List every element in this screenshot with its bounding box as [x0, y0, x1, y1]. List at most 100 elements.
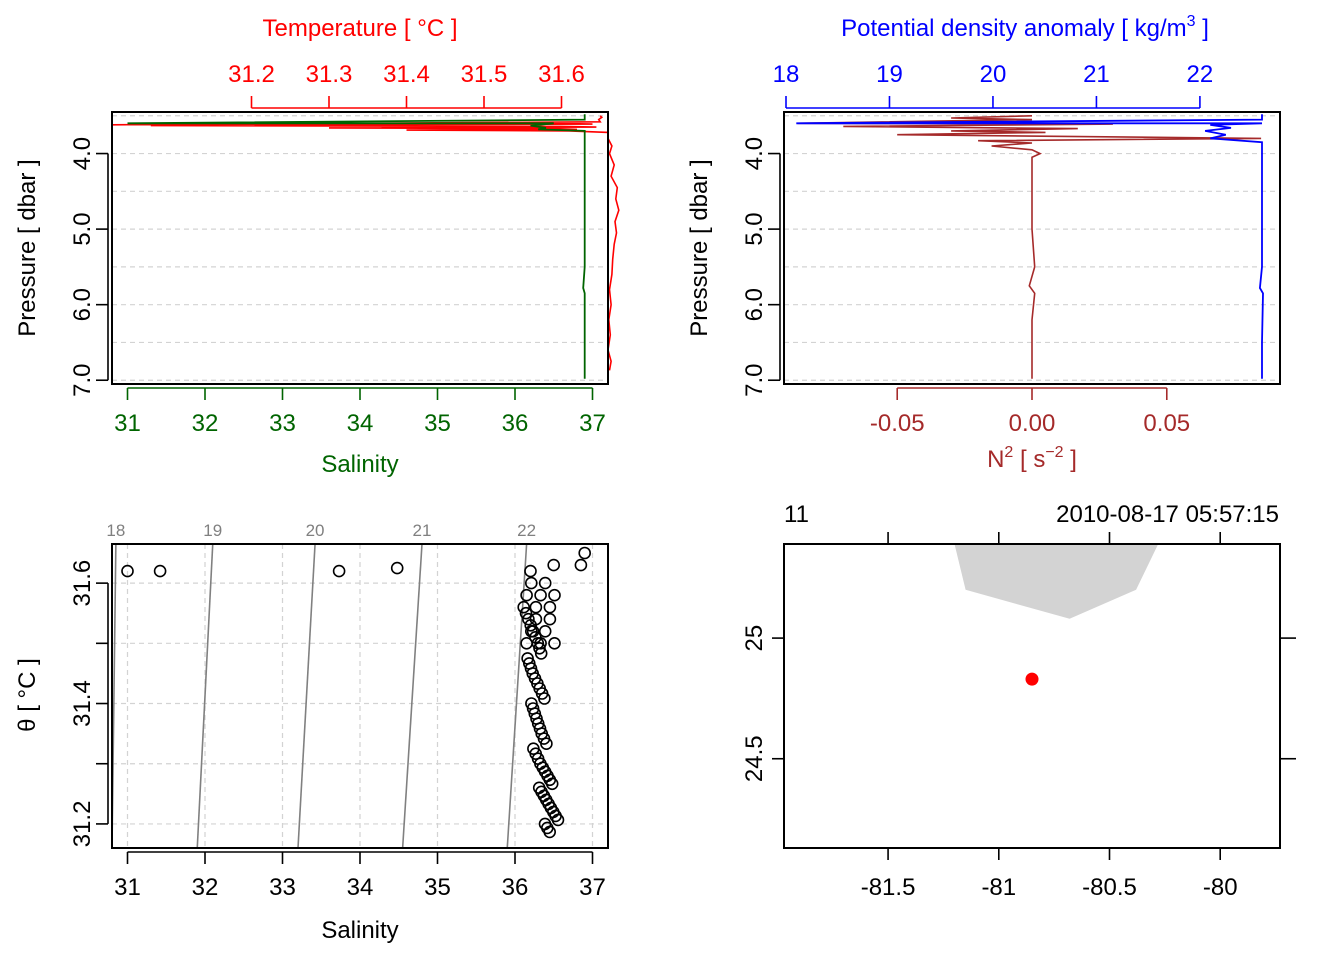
map-datetime: 2010-08-17 05:57:15 — [1056, 501, 1279, 528]
map-station — [1025, 672, 1039, 686]
panel2-bottom-tick-label: -0.05 — [870, 410, 925, 437]
map-lat-label: 24.5 — [741, 735, 768, 782]
isopycnal-line — [196, 543, 214, 849]
panel3-x-tick-label: 36 — [502, 874, 529, 901]
panel3-x-tick-label: 32 — [192, 874, 219, 901]
panel1-frame — [111, 111, 609, 385]
ts-point — [538, 692, 551, 705]
ts-point — [578, 546, 592, 560]
panel2-left-tick-label: 6.0 — [741, 288, 768, 321]
ts-outlier-point — [332, 564, 346, 578]
panel-ts-diagram: 18 19 20 21 22 31 32 33 34 35 36 37 31.2 31.4 31.6 Sa… — [14, 521, 609, 944]
ts-point — [543, 612, 557, 626]
ts-point — [534, 588, 547, 602]
ts-point — [529, 600, 543, 614]
panel2-y-axis-title: Pressure [ dbar ] — [686, 159, 713, 336]
panel1-bottom-tick-label: 37 — [579, 410, 606, 437]
ts-point — [574, 558, 588, 572]
panel2-top-title-main: Potential density anomaly [ kg/m — [841, 15, 1187, 42]
isopycnal-label: 20 — [306, 521, 325, 540]
panel3-x-tick-label: 31 — [114, 874, 141, 901]
ts-point — [548, 636, 561, 650]
station-marker — [1025, 672, 1039, 686]
n2-profile-line — [797, 115, 1262, 379]
salinity-profile-line — [127, 114, 586, 379]
map-lat-label: 25 — [741, 625, 768, 652]
map-lon-label: -80 — [1203, 874, 1238, 901]
ts-point — [538, 624, 552, 638]
map-land — [954, 544, 1159, 619]
ts-point — [534, 636, 547, 650]
panel1-left-tick-label: 4.0 — [69, 137, 96, 170]
ts-point — [551, 813, 565, 827]
panel2-top-tick-label: 21 — [1083, 61, 1110, 88]
panel1-top-tick-label: 31.2 — [228, 61, 275, 88]
panel1-top-tick-label: 31.5 — [461, 61, 508, 88]
ts-outlier-point — [153, 564, 167, 578]
panel1-y-axis-title: Pressure [ dbar ] — [14, 159, 41, 336]
ts-point — [519, 606, 533, 620]
panel1-bottom-tick-label: 31 — [114, 410, 141, 437]
map-station-id: 11 — [784, 501, 809, 528]
panel-station-map: 11 2010-08-17 05:57:15 -81.5 -81 -80.5 -80 2… — [741, 501, 1296, 901]
panel2-bottom-axis-title: N2 [ s−2 ] — [987, 444, 1077, 473]
ts-point — [524, 564, 537, 578]
panel2-bottom-title-sup2: −2 — [1045, 444, 1063, 461]
panel1-bottom-tick-label: 33 — [269, 410, 296, 437]
panel2-left-tick-label: 7.0 — [741, 364, 768, 397]
panel1-axes: 31 32 33 34 35 36 37 31.2 31.3 31.4 31.5 31.6 4.0 5.0… — [69, 61, 609, 437]
panel2-bottom-tick-label: 0.05 — [1143, 410, 1190, 437]
ts-point — [529, 612, 543, 626]
ts-point — [533, 641, 546, 655]
panel3-y-tick-label: 31.6 — [69, 560, 96, 607]
panel1-series — [111, 114, 620, 379]
panel3-y-axis-title: θ [ °C ] — [14, 658, 41, 732]
panel1-top-tick-label: 31.6 — [538, 61, 585, 88]
panel3-x-tick-label: 34 — [347, 874, 374, 901]
panel3-points — [121, 546, 592, 839]
map-lon-label: -81.5 — [861, 874, 916, 901]
isopycnal-line — [297, 543, 316, 849]
panel1-top-axis-title: Temperature [ °C ] — [263, 15, 458, 42]
panel3-frame — [111, 543, 609, 849]
panel2-top-tick-label: 18 — [773, 61, 800, 88]
ts-point — [543, 600, 557, 614]
panel1-bottom-tick-label: 34 — [347, 410, 374, 437]
panel2-frame — [783, 111, 1281, 385]
ts-point — [520, 636, 533, 650]
ts-point — [524, 576, 538, 590]
panel1-bottom-tick-label: 35 — [424, 410, 451, 437]
map-lon-label: -81 — [981, 874, 1016, 901]
panel1-top-tick-label: 31.3 — [306, 61, 353, 88]
panel2-bottom-tick-label: 0.00 — [1009, 410, 1056, 437]
panel3-grid — [112, 544, 608, 848]
panel2-top-tick-label: 19 — [876, 61, 903, 88]
ts-outlier-point — [121, 564, 134, 578]
panel3-x-tick-label: 33 — [269, 874, 296, 901]
isopycnal-label: 21 — [413, 521, 432, 540]
panel2-bottom-title-n: N — [987, 446, 1004, 473]
isopycnal-label: 19 — [203, 521, 222, 540]
panel2-bottom-title-sup: 2 — [1004, 444, 1013, 461]
map-frame — [783, 543, 1281, 849]
density-profile-line — [796, 114, 1264, 379]
isopycnal-label: 18 — [106, 521, 125, 540]
panel1-bottom-tick-label: 32 — [192, 410, 219, 437]
panel1-bottom-tick-label: 36 — [502, 410, 529, 437]
ts-point — [520, 588, 533, 602]
panel2-top-tick-label: 22 — [1187, 61, 1214, 88]
land-polygon — [954, 544, 1159, 619]
panel1-left-tick-label: 7.0 — [69, 364, 96, 397]
panel3-x-tick-label: 37 — [579, 874, 606, 901]
ts-point — [540, 737, 553, 751]
panel3-x-axis-title: Salinity — [321, 917, 398, 944]
panel1-grid — [112, 115, 608, 381]
panel2-series — [796, 114, 1264, 379]
panel2-left-tick-label: 5.0 — [741, 212, 768, 245]
panel2-bottom-title-mid: [ s — [1013, 446, 1045, 473]
panel2-top-axis-title: Potential density anomaly [ kg/m3 ] — [841, 13, 1209, 42]
panel1-left-tick-label: 6.0 — [69, 288, 96, 321]
panel2-top-title-sup: 3 — [1187, 13, 1196, 30]
ts-point — [534, 647, 548, 660]
